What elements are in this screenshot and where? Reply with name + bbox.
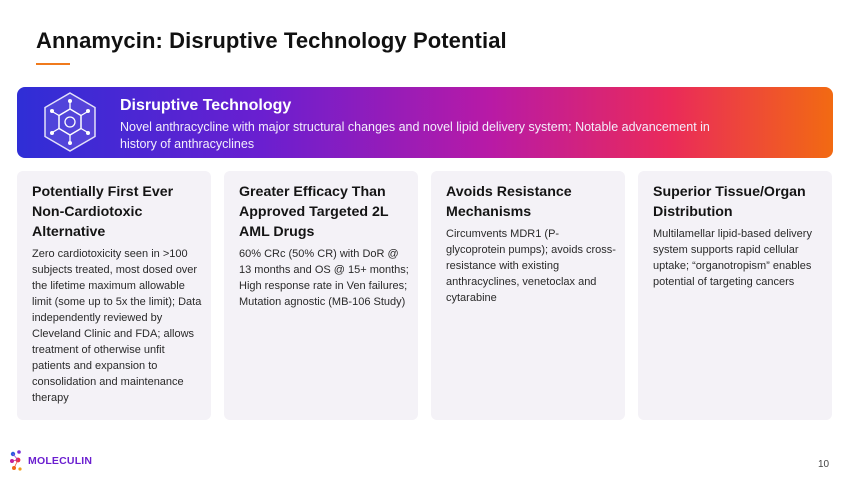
card-non-cardiotoxic: Potentially First Ever Non-Cardiotoxic A… — [17, 171, 211, 420]
page-number: 10 — [818, 459, 830, 470]
moleculin-logo-icon — [10, 450, 22, 471]
card-tissue-distribution: Superior Tissue/Organ Distribution Multi… — [638, 171, 832, 420]
card-text: Multilamellar lipid-based delivery syste… — [653, 228, 812, 288]
card-title: Potentially First Ever Non-Cardiotoxic A… — [32, 184, 174, 240]
card-title: Greater Efficacy Than Approved Targeted … — [239, 184, 389, 240]
disruptive-technology-banner: Disruptive Technology Novel anthracyclin… — [17, 87, 833, 158]
card-title: Superior Tissue/Organ Distribution — [653, 184, 806, 220]
logo-wordmark: MOLECULIN — [28, 455, 93, 467]
card-text: 60% CRc (50% CR) with DoR @ 13 months an… — [239, 248, 409, 308]
card-greater-efficacy: Greater Efficacy Than Approved Targeted … — [224, 171, 418, 420]
banner-description: Novel anthracycline with major structura… — [120, 120, 710, 151]
molecule-hexagon-icon — [44, 92, 96, 152]
slide-title: Annamycin: Disruptive Technology Potenti… — [36, 28, 507, 53]
card-title: Avoids Resistance Mechanisms — [446, 184, 572, 220]
title-underline — [36, 63, 70, 65]
card-text: Circumvents MDR1 (P-glycoprotein pumps);… — [446, 228, 616, 304]
banner-title: Disruptive Technology — [120, 97, 292, 114]
card-text: Zero cardiotoxicity seen in >100 subject… — [32, 248, 202, 404]
moleculin-logo: MOLECULIN — [8, 448, 128, 474]
card-avoids-resistance: Avoids Resistance Mechanisms Circumvents… — [431, 171, 625, 420]
